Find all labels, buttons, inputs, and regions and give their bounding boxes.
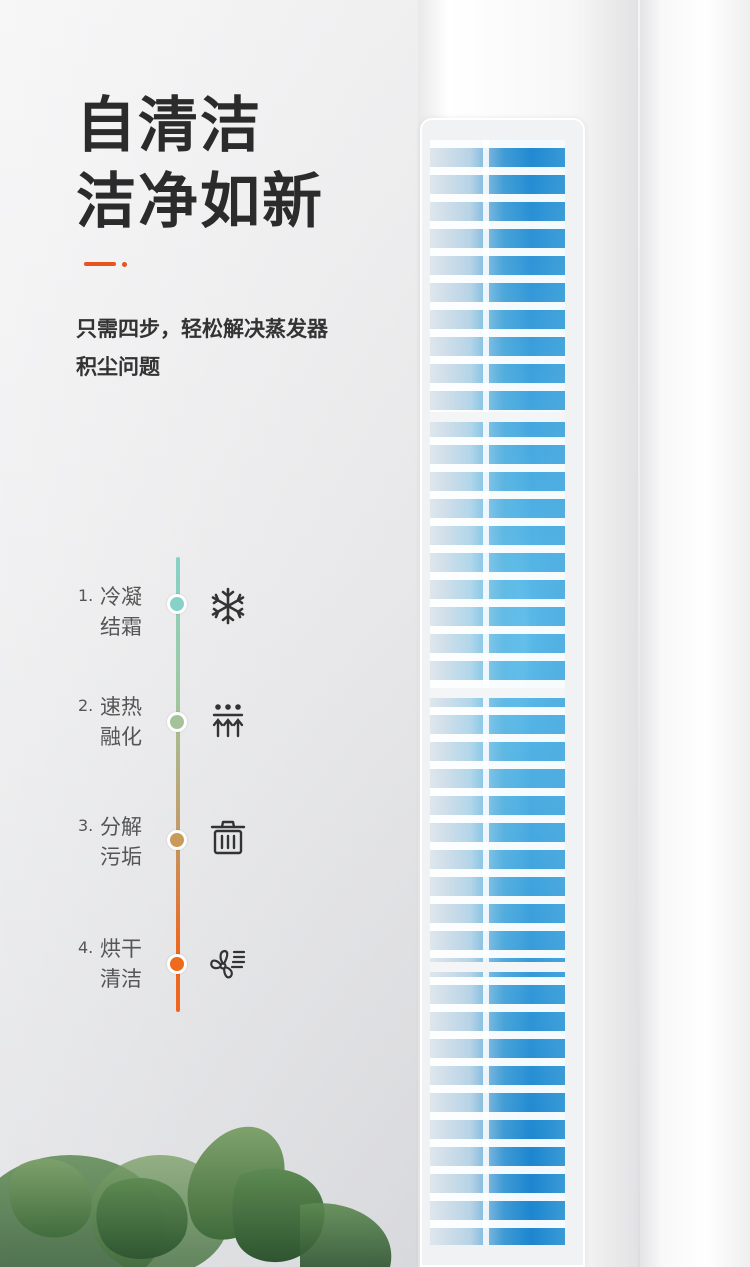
fan-dry-icon xyxy=(210,949,246,979)
grille-segment-break xyxy=(430,962,565,972)
step-label: 速热 融化 xyxy=(100,692,142,752)
step-4: 4. 烘干 清洁 xyxy=(0,934,260,1004)
description: 只需四步，轻松解决蒸发器 积尘问题 xyxy=(76,310,396,386)
heat-rising-icon xyxy=(212,704,244,738)
step-number: 1. xyxy=(78,586,94,605)
snowflake-icon xyxy=(211,587,245,625)
grille-segment-break xyxy=(430,412,565,422)
step-node-3 xyxy=(167,830,187,850)
step-node-2 xyxy=(167,712,187,732)
page-title: 自清洁 洁净如新 xyxy=(76,88,324,240)
tower-fan-side xyxy=(640,0,750,1267)
step-label: 冷凝 结霜 xyxy=(100,582,142,642)
plant-decoration xyxy=(0,1126,392,1267)
step-label-line-1: 速热 xyxy=(100,695,142,719)
accent-dot xyxy=(122,262,127,267)
step-label: 分解 污垢 xyxy=(100,812,142,872)
step-label-line-1: 烘干 xyxy=(100,937,142,961)
trash-bin-icon xyxy=(210,820,246,855)
step-node-1 xyxy=(167,594,187,614)
accent-line xyxy=(84,262,116,266)
step-label-line-1: 冷凝 xyxy=(100,585,142,609)
wall-background xyxy=(0,0,420,1267)
step-label-line-2: 融化 xyxy=(100,725,142,749)
step-number: 3. xyxy=(78,816,94,835)
step-label-line-2: 结霜 xyxy=(100,615,142,639)
step-label-line-1: 分解 xyxy=(100,815,142,839)
grille-segment-break xyxy=(430,688,565,698)
step-3: 3. 分解 污垢 xyxy=(0,812,260,882)
step-label-line-2: 清洁 xyxy=(100,967,142,991)
title-line-1: 自清洁 xyxy=(76,91,262,161)
step-label: 烘干 清洁 xyxy=(100,934,142,994)
step-1: 1. 冷凝 结霜 xyxy=(0,582,260,652)
step-label-line-2: 污垢 xyxy=(100,845,142,869)
step-number: 2. xyxy=(78,696,94,715)
air-outlet-grille xyxy=(430,140,565,1245)
description-line-1: 只需四步，轻松解决蒸发器 xyxy=(76,317,328,341)
step-number: 4. xyxy=(78,938,94,957)
step-node-4 xyxy=(167,954,187,974)
description-line-2: 积尘问题 xyxy=(76,355,160,379)
step-2: 2. 速热 融化 xyxy=(0,692,260,762)
title-line-2: 洁净如新 xyxy=(76,167,324,237)
step-timeline xyxy=(176,557,180,1012)
